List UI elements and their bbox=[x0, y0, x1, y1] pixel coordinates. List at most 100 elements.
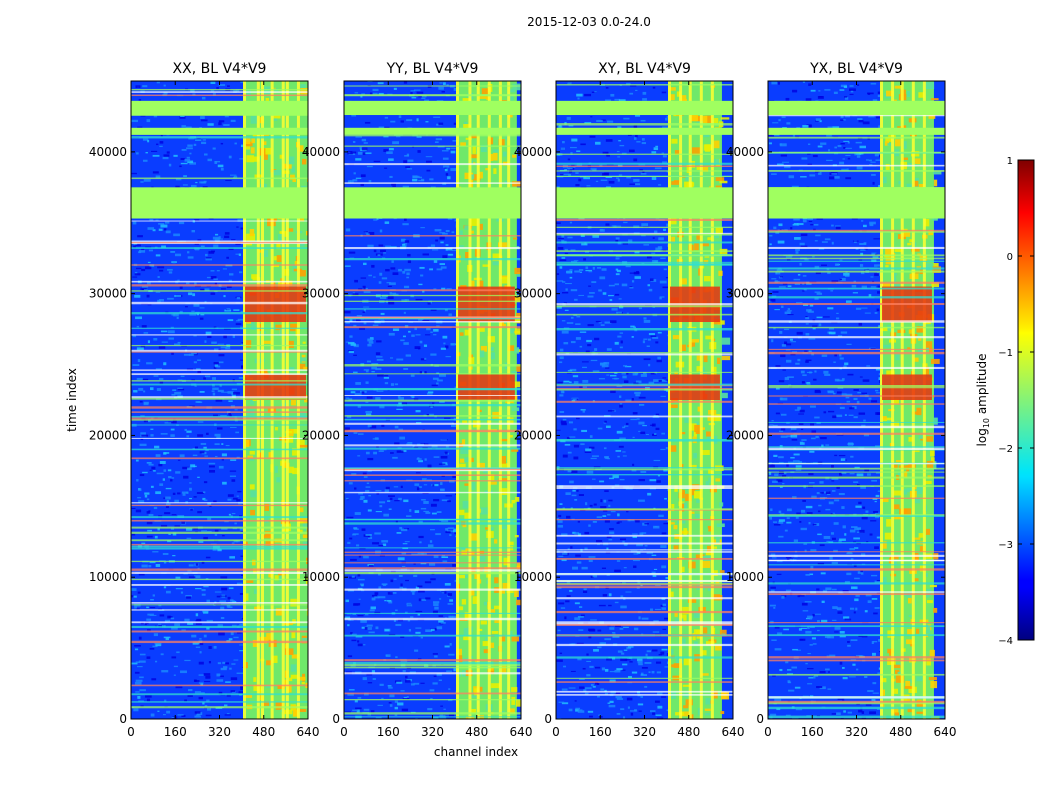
heatmap-cell bbox=[448, 688, 451, 690]
heatmap-cell bbox=[665, 577, 669, 580]
heatmap-cell bbox=[223, 295, 226, 298]
heatmap-cell bbox=[203, 499, 208, 502]
heatmap-cell bbox=[818, 504, 822, 507]
heatmap-cell bbox=[929, 347, 933, 354]
heatmap-cell bbox=[178, 221, 185, 225]
heatmap-cell bbox=[401, 552, 407, 555]
heatmap-cell bbox=[875, 389, 879, 392]
heatmap-cell bbox=[265, 685, 275, 688]
heatmap-cell bbox=[789, 338, 793, 341]
x-tick-label: 0 bbox=[552, 725, 560, 739]
heatmap-cell bbox=[151, 678, 157, 681]
heatmap-cell bbox=[233, 659, 239, 661]
heatmap-cell bbox=[432, 610, 438, 614]
heatmap-cell bbox=[172, 389, 177, 391]
heatmap-cell bbox=[802, 275, 807, 277]
flag-line bbox=[344, 551, 521, 553]
heatmap-cell bbox=[439, 263, 446, 266]
heatmap-cell bbox=[652, 631, 660, 633]
heatmap-cell bbox=[568, 708, 573, 712]
heatmap-cell bbox=[871, 598, 878, 600]
heatmap-cell bbox=[779, 397, 783, 401]
heatmap-cell bbox=[574, 700, 577, 702]
heatmap-cell bbox=[614, 601, 619, 604]
heatmap-cell bbox=[282, 170, 290, 174]
flag-line bbox=[556, 474, 733, 476]
heatmap-cell bbox=[774, 648, 782, 651]
heatmap-cell bbox=[801, 381, 805, 384]
heatmap-cell bbox=[855, 153, 862, 155]
heatmap-cell bbox=[641, 666, 648, 669]
heatmap-cell bbox=[889, 462, 893, 469]
heatmap-cell bbox=[614, 98, 620, 101]
heatmap-cell bbox=[662, 603, 667, 606]
heatmap-cell bbox=[691, 147, 701, 156]
heatmap-cell bbox=[566, 116, 571, 120]
heatmap-cell bbox=[155, 660, 158, 663]
heatmap-cell bbox=[393, 619, 397, 622]
heatmap-cell bbox=[414, 510, 420, 513]
heatmap-cell bbox=[668, 445, 677, 452]
heatmap-cell bbox=[853, 564, 857, 567]
flag-line bbox=[556, 233, 733, 236]
heatmap-cell bbox=[828, 410, 835, 413]
heatmap-cell bbox=[651, 252, 656, 254]
heatmap-cell bbox=[834, 225, 841, 227]
heatmap-cell bbox=[359, 583, 365, 586]
heatmap-cell bbox=[384, 489, 389, 493]
heatmap-cell bbox=[404, 268, 411, 272]
heatmap-cell bbox=[477, 409, 482, 413]
heatmap-cell bbox=[187, 251, 190, 254]
heatmap-cell bbox=[839, 161, 845, 165]
heatmap-cell bbox=[392, 328, 400, 331]
heatmap-cell bbox=[779, 668, 783, 672]
heatmap-cell bbox=[836, 414, 843, 417]
heatmap-cell bbox=[861, 635, 868, 638]
heatmap-cell bbox=[666, 653, 670, 656]
heatmap-cell bbox=[225, 444, 230, 447]
heatmap-cell bbox=[704, 255, 710, 258]
heatmap-cell bbox=[616, 522, 620, 524]
heatmap-cell bbox=[406, 604, 413, 607]
heatmap-cell bbox=[634, 114, 641, 117]
heatmap-cell bbox=[608, 180, 615, 184]
heatmap-cell bbox=[931, 282, 940, 288]
heatmap-cell bbox=[138, 660, 146, 663]
heatmap-cell bbox=[658, 184, 662, 186]
heatmap-cell bbox=[352, 709, 359, 712]
heatmap-cell bbox=[180, 591, 184, 594]
heatmap-cell bbox=[770, 589, 775, 592]
heatmap-cell bbox=[769, 243, 772, 246]
heatmap-cell bbox=[382, 543, 387, 547]
heatmap-cell bbox=[158, 604, 162, 607]
heatmap-cell bbox=[163, 362, 167, 366]
heatmap-cell bbox=[184, 159, 191, 162]
heatmap-cell bbox=[665, 598, 671, 601]
heatmap-cell bbox=[623, 649, 628, 651]
heatmap-cell bbox=[430, 244, 436, 247]
heatmap-cell bbox=[147, 281, 151, 285]
heatmap-cell bbox=[480, 620, 487, 625]
heatmap-cell bbox=[695, 431, 701, 434]
heatmap-cell bbox=[842, 676, 848, 680]
heatmap-cell bbox=[911, 411, 919, 415]
heatmap-cell bbox=[387, 592, 393, 595]
heatmap-cell bbox=[351, 633, 357, 635]
flag-line bbox=[344, 289, 521, 292]
heatmap-cell bbox=[844, 618, 852, 621]
heatmap-cell bbox=[205, 258, 212, 261]
heatmap-cell bbox=[827, 307, 834, 310]
heatmap-cell bbox=[560, 390, 564, 394]
heatmap-cell bbox=[399, 526, 403, 530]
heatmap-cell bbox=[281, 338, 289, 347]
heatmap-cell bbox=[646, 256, 652, 259]
x-tick-label: 160 bbox=[377, 725, 400, 739]
flag-line bbox=[556, 634, 733, 636]
heatmap-cell bbox=[641, 142, 647, 145]
heatmap-cell bbox=[561, 559, 567, 562]
heatmap-cell bbox=[163, 636, 171, 639]
heatmap-cell bbox=[203, 536, 208, 540]
heatmap-cell bbox=[653, 620, 659, 623]
heatmap-cell bbox=[703, 275, 711, 282]
